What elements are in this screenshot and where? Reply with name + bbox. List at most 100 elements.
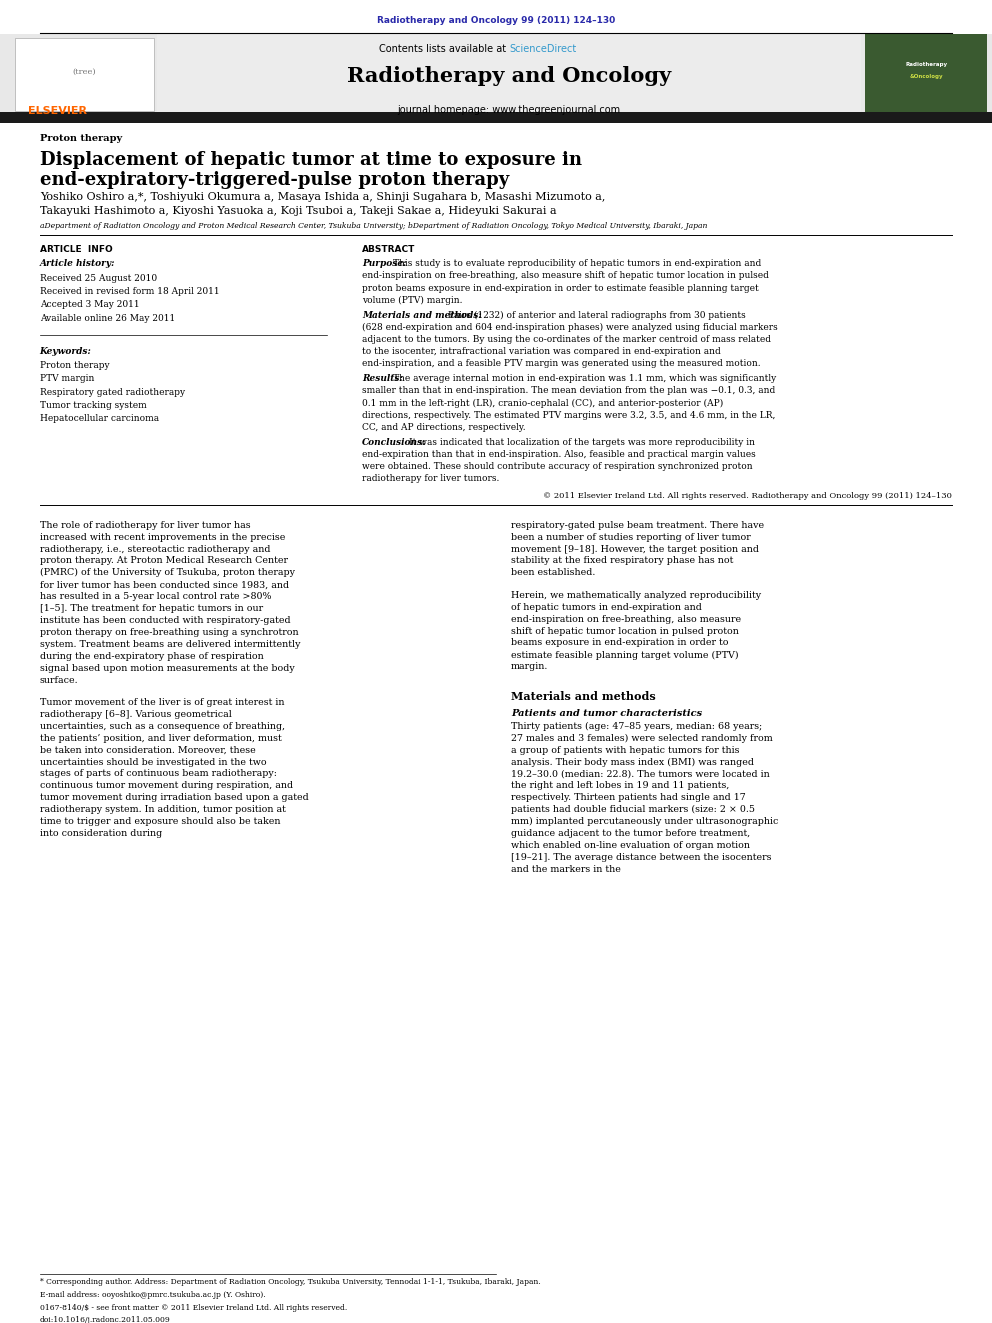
Text: Tumor movement of the liver is of great interest in: Tumor movement of the liver is of great … — [40, 699, 284, 706]
Text: doi:10.1016/j.radonc.2011.05.009: doi:10.1016/j.radonc.2011.05.009 — [40, 1316, 171, 1323]
Text: Contents lists available at: Contents lists available at — [379, 44, 509, 54]
Text: The average internal motion in end-expiration was 1.1 mm, which was significantl: The average internal motion in end-expir… — [393, 374, 777, 384]
Text: proton therapy on free-breathing using a synchrotron: proton therapy on free-breathing using a… — [40, 628, 299, 636]
Text: end-inspiration, and a feasible PTV margin was generated using the measured moti: end-inspiration, and a feasible PTV marg… — [362, 360, 761, 368]
Text: radiotherapy, i.e., stereotactic radiotherapy and: radiotherapy, i.e., stereotactic radioth… — [40, 545, 270, 553]
Text: which enabled on-line evaluation of organ motion: which enabled on-line evaluation of orga… — [511, 841, 750, 849]
Text: respectively. Thirteen patients had single and 17: respectively. Thirteen patients had sing… — [511, 794, 746, 802]
Text: 19.2–30.0 (median: 22.8). The tumors were located in: 19.2–30.0 (median: 22.8). The tumors wer… — [511, 770, 770, 778]
Text: shift of hepatic tumor location in pulsed proton: shift of hepatic tumor location in pulse… — [511, 627, 739, 635]
Text: mm) implanted percutaneously under ultrasonographic: mm) implanted percutaneously under ultra… — [511, 818, 779, 826]
Text: Purpose:: Purpose: — [362, 259, 407, 269]
Text: (628 end-expiration and 604 end-inspiration phases) were analyzed using fiducial: (628 end-expiration and 604 end-inspirat… — [362, 323, 778, 332]
Bar — [0, 34, 992, 114]
Text: been a number of studies reporting of liver tumor: been a number of studies reporting of li… — [511, 533, 751, 541]
Text: (tree): (tree) — [72, 67, 96, 75]
Text: been established.: been established. — [511, 569, 595, 577]
Text: Accepted 3 May 2011: Accepted 3 May 2011 — [40, 300, 139, 310]
Text: the right and left lobes in 19 and 11 patients,: the right and left lobes in 19 and 11 pa… — [511, 782, 729, 790]
Text: and the markers in the: and the markers in the — [511, 865, 621, 873]
Text: 0.1 mm in the left-right (LR), cranio-cephalal (CC), and anterior-posterior (AP): 0.1 mm in the left-right (LR), cranio-ce… — [362, 398, 723, 407]
Text: smaller than that in end-inspiration. The mean deviation from the plan was −0.1,: smaller than that in end-inspiration. Th… — [362, 386, 776, 396]
Text: 0167-8140/$ - see front matter © 2011 Elsevier Ireland Ltd. All rights reserved.: 0167-8140/$ - see front matter © 2011 El… — [40, 1304, 347, 1312]
Text: Pairs (1232) of anterior and lateral radiographs from 30 patients: Pairs (1232) of anterior and lateral rad… — [447, 311, 746, 320]
Text: increased with recent improvements in the precise: increased with recent improvements in th… — [40, 533, 285, 541]
Text: Herein, we mathematically analyzed reproducibility: Herein, we mathematically analyzed repro… — [511, 591, 761, 599]
Text: Tumor tracking system: Tumor tracking system — [40, 401, 147, 410]
Text: © 2011 Elsevier Ireland Ltd. All rights reserved. Radiotherapy and Oncology 99 (: © 2011 Elsevier Ireland Ltd. All rights … — [544, 492, 952, 500]
Text: volume (PTV) margin.: volume (PTV) margin. — [362, 296, 462, 304]
Text: during the end-expiratory phase of respiration: during the end-expiratory phase of respi… — [40, 652, 264, 660]
Text: uncertainties, such as a consequence of breathing,: uncertainties, such as a consequence of … — [40, 722, 285, 730]
Text: Hepatocellular carcinoma: Hepatocellular carcinoma — [40, 414, 159, 423]
Text: tumor movement during irradiation based upon a gated: tumor movement during irradiation based … — [40, 794, 309, 802]
Text: The role of radiotherapy for liver tumor has: The role of radiotherapy for liver tumor… — [40, 521, 250, 529]
Text: * Corresponding author. Address: Department of Radiation Oncology, Tsukuba Unive: * Corresponding author. Address: Departm… — [40, 1278, 541, 1286]
Text: journal homepage: www.thegreenjournal.com: journal homepage: www.thegreenjournal.co… — [398, 105, 620, 115]
Text: aDepartment of Radiation Oncology and Proton Medical Research Center, Tsukuba Un: aDepartment of Radiation Oncology and Pr… — [40, 222, 707, 230]
Text: radiotherapy system. In addition, tumor position at: radiotherapy system. In addition, tumor … — [40, 806, 286, 814]
Text: system. Treatment beams are delivered intermittently: system. Treatment beams are delivered in… — [40, 640, 301, 648]
Text: Materials and methods:: Materials and methods: — [362, 311, 482, 320]
Text: beams exposure in end-expiration in order to: beams exposure in end-expiration in orde… — [511, 639, 728, 647]
Text: Patients and tumor characteristics: Patients and tumor characteristics — [511, 709, 702, 717]
Text: Article history:: Article history: — [40, 259, 115, 269]
Text: Takayuki Hashimoto a, Kiyoshi Yasuoka a, Koji Tsuboi a, Takeji Sakae a, Hideyuki: Takayuki Hashimoto a, Kiyoshi Yasuoka a,… — [40, 206, 557, 217]
Text: CC, and AP directions, respectively.: CC, and AP directions, respectively. — [362, 423, 526, 431]
Text: [1–5]. The treatment for hepatic tumors in our: [1–5]. The treatment for hepatic tumors … — [40, 605, 263, 613]
Text: uncertainties should be investigated in the two: uncertainties should be investigated in … — [40, 758, 266, 766]
Text: guidance adjacent to the tumor before treatment,: guidance adjacent to the tumor before tr… — [511, 830, 750, 837]
Text: directions, respectively. The estimated PTV margins were 3.2, 3.5, and 4.6 mm, i: directions, respectively. The estimated … — [362, 410, 776, 419]
Text: Thirty patients (age: 47–85 years, median: 68 years;: Thirty patients (age: 47–85 years, media… — [511, 722, 762, 730]
Text: a group of patients with hepatic tumors for this: a group of patients with hepatic tumors … — [511, 746, 739, 754]
Text: Results:: Results: — [362, 374, 403, 384]
Text: Available online 26 May 2011: Available online 26 May 2011 — [40, 314, 175, 323]
Text: (PMRC) of the University of Tsukuba, proton therapy: (PMRC) of the University of Tsukuba, pro… — [40, 569, 295, 577]
Text: E-mail address: ooyoshiko@pmrc.tsukuba.ac.jp (Y. Oshiro).: E-mail address: ooyoshiko@pmrc.tsukuba.a… — [40, 1291, 265, 1299]
Text: time to trigger and exposure should also be taken: time to trigger and exposure should also… — [40, 818, 280, 826]
Text: PTV margin: PTV margin — [40, 374, 94, 384]
Text: Received 25 August 2010: Received 25 August 2010 — [40, 274, 157, 283]
Text: institute has been conducted with respiratory-gated: institute has been conducted with respir… — [40, 617, 291, 624]
Text: &Oncology: &Oncology — [910, 74, 943, 79]
Text: be taken into consideration. Moreover, these: be taken into consideration. Moreover, t… — [40, 746, 255, 754]
Text: signal based upon motion measurements at the body: signal based upon motion measurements at… — [40, 664, 295, 672]
Text: surface.: surface. — [40, 676, 78, 684]
Text: Radiotherapy and Oncology 99 (2011) 124–130: Radiotherapy and Oncology 99 (2011) 124–… — [377, 16, 615, 25]
Text: ARTICLE  INFO: ARTICLE INFO — [40, 245, 112, 254]
Text: for liver tumor has been conducted since 1983, and: for liver tumor has been conducted since… — [40, 581, 289, 589]
Text: end-inspiration on free-breathing, also measure shift of hepatic tumor location : end-inspiration on free-breathing, also … — [362, 271, 769, 280]
Bar — [865, 34, 987, 114]
Text: Displacement of hepatic tumor at time to exposure in: Displacement of hepatic tumor at time to… — [40, 151, 581, 169]
Bar — [0, 112, 992, 123]
Text: to the isocenter, intrafractional variation was compared in end-expiration and: to the isocenter, intrafractional variat… — [362, 347, 721, 356]
Text: Keywords:: Keywords: — [40, 347, 91, 356]
Text: Radiotherapy: Radiotherapy — [906, 62, 947, 67]
Text: stability at the fixed respiratory phase has not: stability at the fixed respiratory phase… — [511, 557, 733, 565]
Text: continuous tumor movement during respiration, and: continuous tumor movement during respira… — [40, 782, 293, 790]
Text: has resulted in a 5-year local control rate >80%: has resulted in a 5-year local control r… — [40, 593, 271, 601]
Text: adjacent to the tumors. By using the co-ordinates of the marker centroid of mass: adjacent to the tumors. By using the co-… — [362, 335, 771, 344]
Text: end-expiration than that in end-inspiration. Also, feasible and practical margin: end-expiration than that in end-inspirat… — [362, 450, 756, 459]
Text: [19–21]. The average distance between the isocenters: [19–21]. The average distance between th… — [511, 853, 772, 861]
Text: stages of parts of continuous beam radiotherapy:: stages of parts of continuous beam radio… — [40, 770, 277, 778]
Text: ABSTRACT: ABSTRACT — [362, 245, 416, 254]
Text: patients had double fiducial markers (size: 2 × 0.5: patients had double fiducial markers (si… — [511, 806, 755, 814]
Text: into consideration during: into consideration during — [40, 830, 162, 837]
Text: Proton therapy: Proton therapy — [40, 361, 109, 370]
Text: proton beams exposure in end-expiration in order to estimate feasible planning t: proton beams exposure in end-expiration … — [362, 283, 759, 292]
Text: end-expiratory-triggered-pulse proton therapy: end-expiratory-triggered-pulse proton th… — [40, 171, 509, 189]
Text: analysis. Their body mass index (BMI) was ranged: analysis. Their body mass index (BMI) wa… — [511, 758, 754, 766]
Text: It was indicated that localization of the targets was more reproducibility in: It was indicated that localization of th… — [409, 438, 755, 447]
Text: estimate feasible planning target volume (PTV): estimate feasible planning target volume… — [511, 651, 738, 659]
Text: radiotherapy [6–8]. Various geometrical: radiotherapy [6–8]. Various geometrical — [40, 710, 231, 718]
Text: the patients’ position, and liver deformation, must: the patients’ position, and liver deform… — [40, 734, 282, 742]
Bar — [15, 38, 154, 111]
Text: Radiotherapy and Oncology: Radiotherapy and Oncology — [347, 66, 671, 86]
Text: ScienceDirect: ScienceDirect — [509, 44, 576, 54]
Text: 27 males and 3 females) were selected randomly from: 27 males and 3 females) were selected ra… — [511, 734, 773, 742]
Text: radiotherapy for liver tumors.: radiotherapy for liver tumors. — [362, 474, 499, 483]
Text: were obtained. These should contribute accuracy of respiration synchronized prot: were obtained. These should contribute a… — [362, 462, 753, 471]
Text: Yoshiko Oshiro a,*, Toshiyuki Okumura a, Masaya Ishida a, Shinji Sugahara b, Mas: Yoshiko Oshiro a,*, Toshiyuki Okumura a,… — [40, 192, 605, 202]
Text: Conclusions:: Conclusions: — [362, 438, 427, 447]
